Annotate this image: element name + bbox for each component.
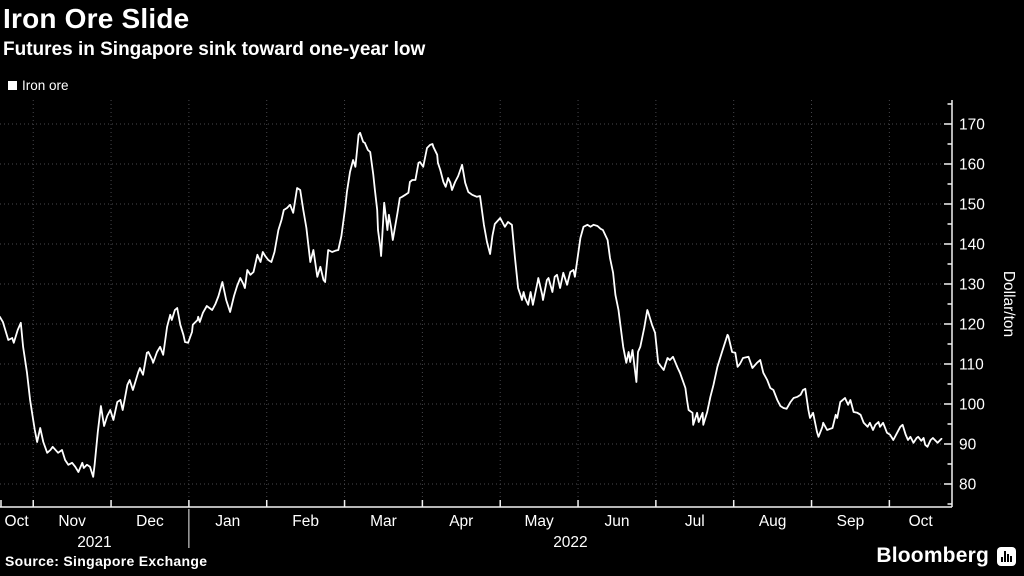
svg-text:Dec: Dec xyxy=(136,513,164,530)
source-label: Source: Singapore Exchange xyxy=(5,553,208,569)
svg-text:2021: 2021 xyxy=(77,534,111,551)
legend-swatch-icon xyxy=(8,81,17,90)
svg-text:120: 120 xyxy=(959,317,985,334)
svg-text:140: 140 xyxy=(959,237,985,254)
h-gridlines xyxy=(0,123,952,485)
bloomberg-logo: Bloomberg xyxy=(876,544,1016,568)
svg-text:Jan: Jan xyxy=(215,513,240,530)
svg-text:Feb: Feb xyxy=(292,513,319,530)
axes xyxy=(0,100,953,508)
y-axis-title: Dollar/ton xyxy=(1000,271,1017,337)
x-axis-ticks xyxy=(0,500,891,507)
svg-text:170: 170 xyxy=(959,117,985,134)
svg-text:2022: 2022 xyxy=(553,534,587,551)
svg-text:Nov: Nov xyxy=(58,513,86,530)
svg-text:150: 150 xyxy=(959,197,985,214)
svg-text:110: 110 xyxy=(959,357,984,374)
chart-title: Iron Ore Slide xyxy=(3,3,190,34)
svg-text:100: 100 xyxy=(959,397,985,414)
y-axis-ticks xyxy=(944,103,952,505)
x-axis-labels: Oct Nov Dec Jan Feb Mar Apr May Jun Jul Aug Sep Oct xyxy=(5,513,934,530)
svg-text:Mar: Mar xyxy=(370,513,397,530)
svg-text:Jul: Jul xyxy=(685,513,705,530)
price-chart-plot: 80 90 100 110 120 130 140 150 160 170 Dollar/ton Oc… xyxy=(0,100,1017,551)
svg-text:Oct: Oct xyxy=(909,513,934,530)
svg-text:130: 130 xyxy=(959,277,985,294)
svg-text:Oct: Oct xyxy=(5,513,30,530)
svg-text:Jun: Jun xyxy=(604,513,629,530)
svg-text:Apr: Apr xyxy=(449,513,473,530)
y-axis-labels: 80 90 100 110 120 130 140 150 160 170 xyxy=(959,117,985,494)
bloomberg-wordmark: Bloomberg xyxy=(876,544,989,567)
svg-text:May: May xyxy=(524,513,554,530)
svg-text:Dollar/ton: Dollar/ton xyxy=(1000,271,1017,337)
bloomberg-terminal-icon xyxy=(997,546,1016,566)
legend-label: Iron ore xyxy=(22,78,69,93)
legend: Iron ore xyxy=(8,78,69,93)
svg-text:80: 80 xyxy=(959,477,977,494)
svg-text:Aug: Aug xyxy=(759,513,787,530)
chart-subtitle: Futures in Singapore sink toward one-yea… xyxy=(3,39,426,60)
svg-text:Sep: Sep xyxy=(837,513,865,530)
iron-ore-price-line xyxy=(0,131,943,478)
v-gridlines xyxy=(32,100,890,507)
svg-text:160: 160 xyxy=(959,157,985,174)
svg-text:90: 90 xyxy=(959,437,977,454)
year-labels: 2021 2022 xyxy=(77,509,588,551)
